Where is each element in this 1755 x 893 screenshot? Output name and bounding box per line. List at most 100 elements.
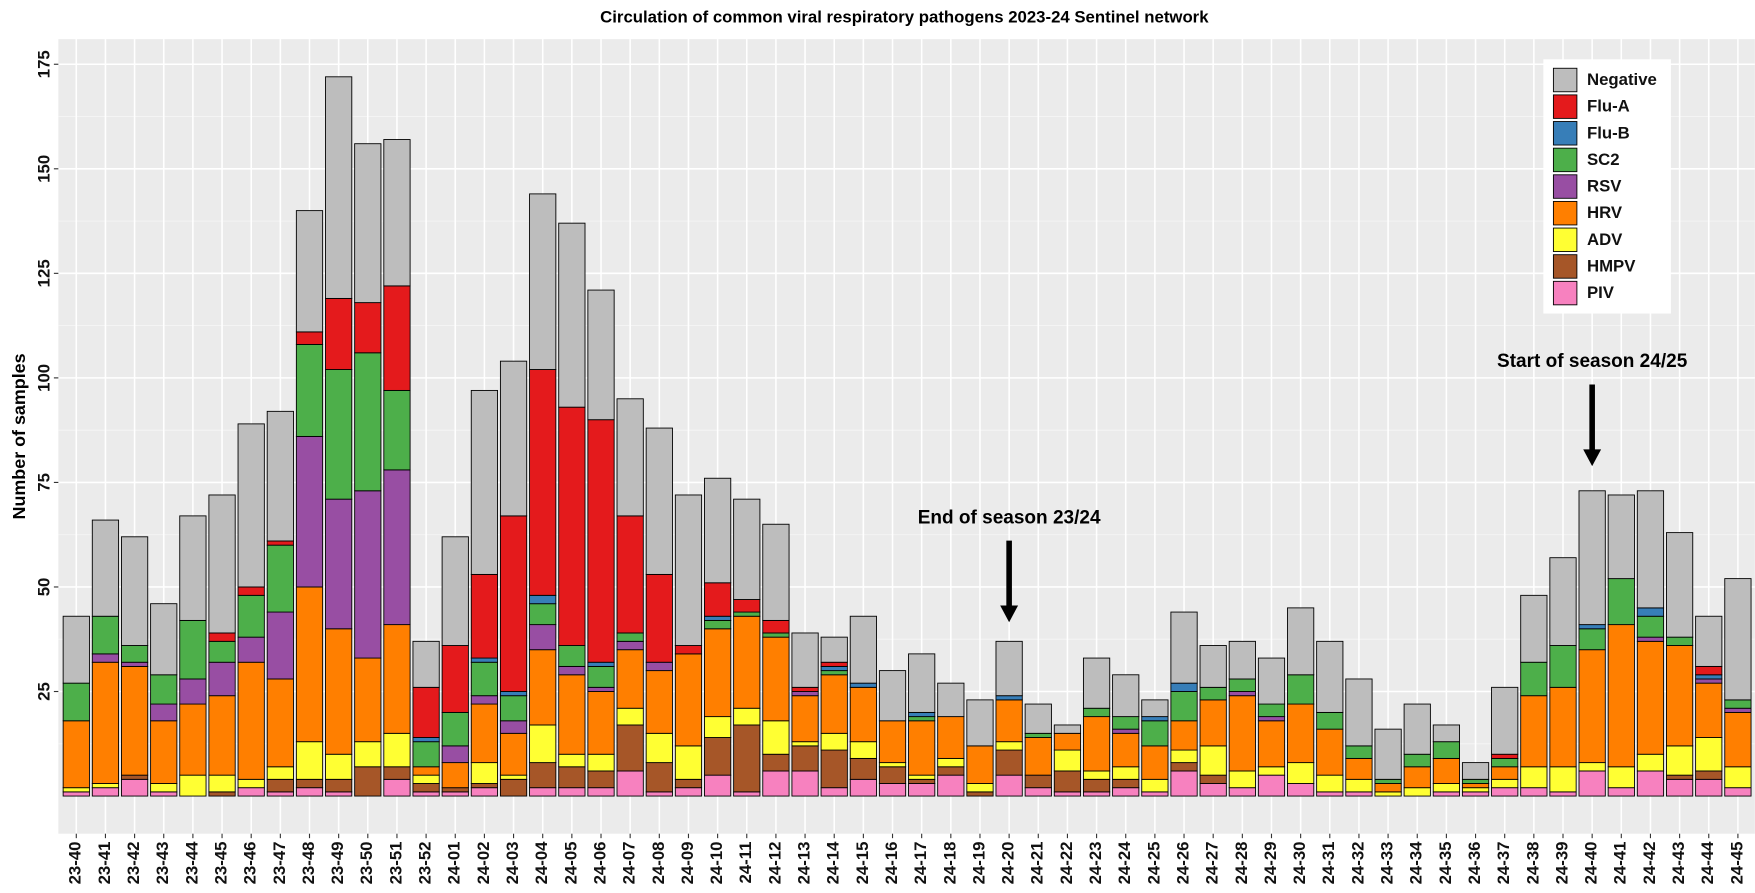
bar-segment	[1199, 686, 1227, 701]
bar-segment	[820, 749, 848, 789]
bar-segment	[1228, 640, 1256, 680]
bar-segment	[878, 762, 907, 768]
annotation-arrowhead	[1000, 605, 1019, 623]
x-tick-label: 24-09	[678, 842, 697, 885]
bar-segment	[1257, 657, 1286, 705]
x-tick-label: 23-52	[416, 842, 435, 885]
bar-segment	[237, 778, 265, 789]
bar-segment	[1316, 728, 1344, 776]
x-tick-label: 24-42	[1640, 842, 1659, 885]
bar-segment	[995, 699, 1023, 743]
y-tick-label: 175	[34, 50, 53, 78]
bar-segment	[62, 682, 90, 722]
bar-segment	[762, 632, 790, 638]
bar-segment	[208, 640, 236, 663]
bar-segment	[1199, 699, 1227, 747]
bar-segment	[150, 603, 178, 676]
bar-segment	[1374, 778, 1402, 784]
bar-segment	[1141, 716, 1169, 722]
bar-segment	[1199, 783, 1227, 797]
bar-segment	[1082, 791, 1111, 797]
bar-segment	[179, 703, 207, 776]
x-tick-label: 23-51	[386, 842, 405, 885]
bar-segment	[849, 741, 877, 759]
bar-segment	[1170, 770, 1198, 797]
bar-segment	[1287, 607, 1315, 676]
bar-segment	[674, 787, 703, 797]
bar-segment	[325, 791, 353, 797]
bar-segment	[587, 289, 615, 421]
bar-segment	[733, 615, 761, 709]
bar-segment	[1432, 791, 1460, 797]
bar-segment	[499, 360, 528, 517]
bar-segment	[208, 661, 236, 697]
legend-key	[1552, 280, 1578, 306]
bar-segment	[150, 791, 178, 797]
x-tick-label: 24-41	[1611, 842, 1630, 885]
bar-segment	[674, 645, 703, 655]
bar-segment	[1170, 682, 1198, 692]
bar-segment	[150, 783, 178, 793]
bar-segment	[704, 619, 732, 630]
bar-segment	[558, 753, 586, 768]
bar-segment	[908, 716, 936, 722]
x-tick-label: 24-39	[1552, 842, 1571, 885]
bar-segment	[208, 632, 236, 642]
bar-segment	[412, 783, 440, 793]
bar-segment	[529, 369, 557, 596]
bar-segment	[91, 519, 120, 617]
bar-segment	[1112, 778, 1140, 789]
bar-segment	[1082, 716, 1111, 772]
bar-segment	[499, 691, 528, 697]
bar-segment	[1053, 770, 1082, 793]
bar-segment	[412, 737, 440, 743]
x-tick-label: 24-31	[1319, 842, 1338, 885]
x-tick-label: 24-11	[736, 842, 755, 884]
x-tick-label: 24-33	[1378, 842, 1397, 885]
bar-segment	[266, 678, 294, 768]
bar-segment	[558, 674, 586, 755]
annotations: End of season 23/24 Start of season 24/25	[918, 351, 1688, 623]
bar-segment	[1112, 674, 1140, 718]
bar-segment	[908, 720, 936, 776]
bar-segment	[1520, 695, 1548, 768]
bar-segment	[1578, 762, 1606, 772]
x-tick-label: 24-19	[969, 842, 988, 885]
bar-segment	[1170, 749, 1198, 764]
x-tick-label: 24-34	[1407, 841, 1426, 885]
bar-segment	[1082, 657, 1111, 709]
bar-segment	[645, 670, 673, 734]
y-tick-label: 75	[34, 473, 53, 492]
bar-segment	[266, 544, 294, 613]
bar-segment	[1316, 774, 1344, 793]
bar-segment	[91, 653, 120, 663]
bar-segment	[1082, 770, 1111, 780]
bar-segment	[1199, 774, 1227, 784]
bar-segment	[1141, 791, 1169, 797]
bar-segment	[470, 657, 499, 663]
bar-segment	[1287, 762, 1315, 784]
bar-segment	[1461, 787, 1490, 793]
bar-segment	[470, 573, 499, 659]
bar-segment	[849, 686, 877, 743]
bar-segment	[383, 469, 411, 626]
bar-segment	[1403, 766, 1431, 789]
x-tick-label: 24-04	[532, 841, 551, 885]
bar-segment	[1549, 791, 1577, 797]
bar-segment	[62, 791, 90, 797]
bar-segment	[295, 210, 324, 333]
y-tick-label: 125	[34, 259, 53, 287]
bar-segment	[1461, 783, 1490, 789]
bar-segment	[1724, 578, 1752, 701]
bar-segment	[499, 695, 528, 722]
bar-segment	[179, 515, 207, 621]
bar-segment	[1636, 770, 1665, 797]
bar-segment	[354, 490, 382, 659]
bar-segment	[1491, 778, 1519, 789]
bar-segment	[674, 745, 703, 780]
y-tick-label: 150	[34, 155, 53, 183]
bar-segment	[1199, 645, 1227, 688]
bar-segment	[1228, 678, 1256, 692]
bar-segment	[354, 352, 382, 492]
bar-segment	[529, 624, 557, 651]
